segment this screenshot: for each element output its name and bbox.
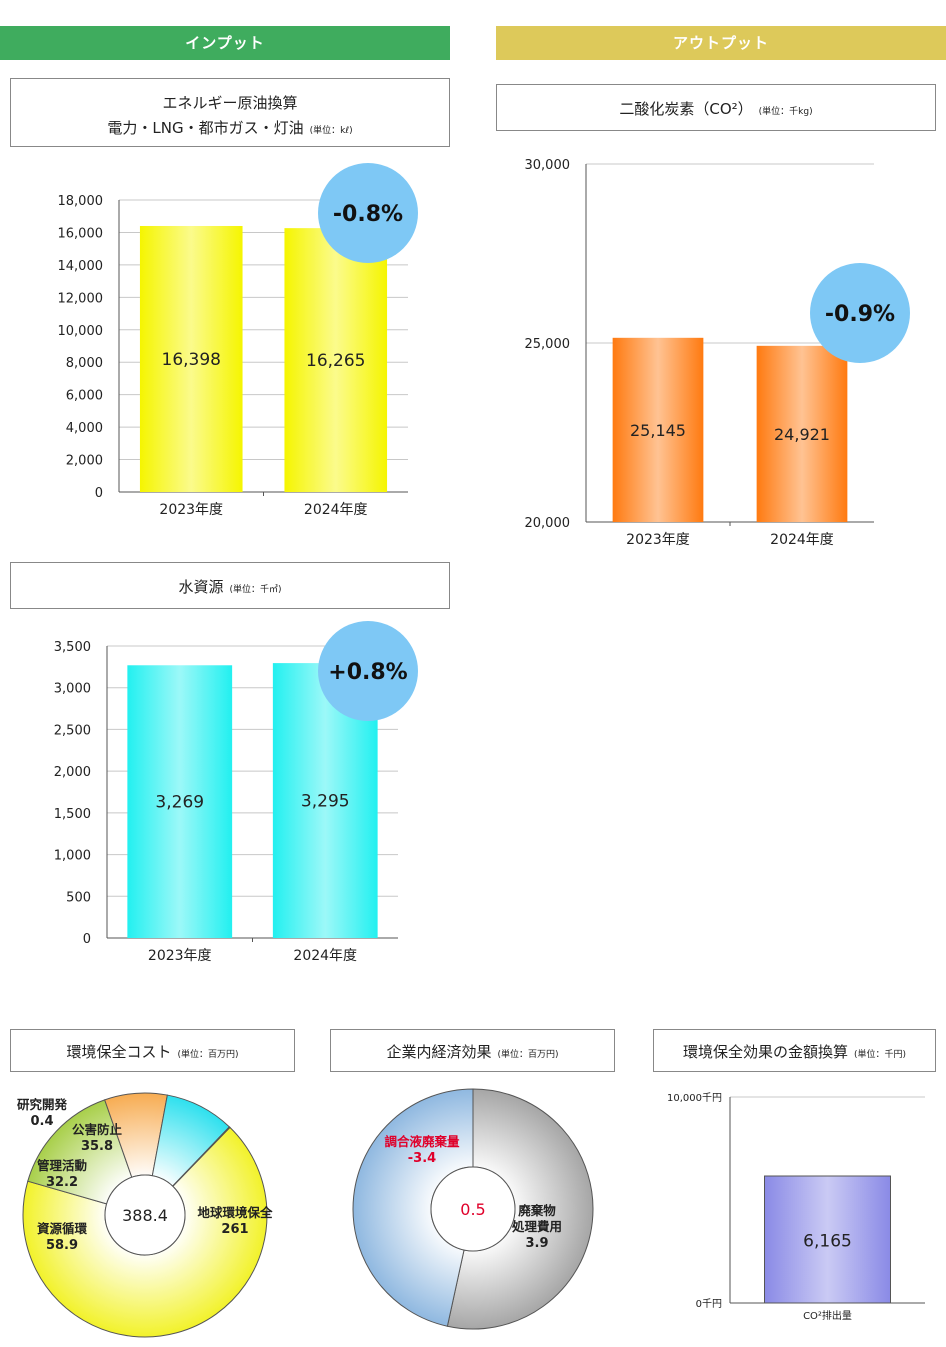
monetary-title: 環境保全効果の金額換算: [682, 1043, 848, 1061]
x-tick-label: 2024年度: [770, 532, 834, 548]
y-tick-label: 0: [83, 932, 91, 947]
bar-2023年度: [612, 337, 704, 522]
y-tick-label: 3,500: [54, 640, 91, 655]
y-tick-label: 3,000: [54, 682, 91, 697]
y-tick-label: 25,000: [525, 337, 571, 352]
co2-title: 二酸化炭素（CO²）: [619, 100, 753, 118]
y-tick-label: 18,000: [58, 194, 104, 209]
y-tick-label: 30,000: [525, 158, 571, 173]
slice-name-label: 研究開発: [17, 1097, 68, 1112]
energy-unit: (単位：kℓ): [309, 126, 353, 136]
slice-name-label: 資源循環: [37, 1221, 88, 1236]
y-tick-label: 10,000千円: [667, 1092, 722, 1104]
output-header: アウトプット: [496, 26, 946, 60]
env-cost-title-box: 環境保全コスト (単位：百万円): [10, 1029, 295, 1072]
slice-value-label: 58.9: [46, 1238, 78, 1253]
slice-value-label: 261: [221, 1222, 248, 1237]
x-tick-label: 2023年度: [148, 948, 212, 964]
bar-value-label: 3,269: [155, 793, 204, 813]
slice-value-label: 32.2: [46, 1175, 78, 1190]
bar-value-label: 25,145: [630, 421, 686, 440]
energy-title-box: エネルギー原油換算 電力・LNG・都市ガス・灯油 (単位：kℓ): [10, 78, 450, 147]
water-title-box: 水資源 (単位：千㎥): [10, 562, 450, 609]
x-tick-label: 2024年度: [293, 948, 357, 964]
y-tick-label: 500: [66, 890, 91, 905]
change-badge-text: +0.8%: [328, 660, 407, 685]
co2-unit: (単位：千kg): [758, 107, 813, 117]
env-cost-donut-chart: 388.4 地球環境保全 261 資源循環 58.9 管理活動 32.2 公害防止 35.8 研究…: [17, 1092, 273, 1338]
donut-center-label: 0.5: [460, 1200, 485, 1219]
y-tick-label: 12,000: [58, 291, 104, 306]
slice-name-label: 地球環境保全: [197, 1205, 273, 1220]
change-badge: [318, 621, 418, 721]
y-tick-label: 16,000: [58, 226, 104, 241]
y-tick-label: 10,000: [58, 324, 104, 339]
y-tick-label: 8,000: [66, 356, 103, 371]
slice-name-label: 処理費用: [511, 1219, 562, 1234]
slice-value-label: 3.9: [525, 1236, 548, 1251]
bar-value-label: 16,265: [306, 351, 365, 371]
slice-name-label: 管理活動: [37, 1158, 87, 1173]
change-badge-text: -0.9%: [825, 302, 895, 327]
bar-value-label: 24,921: [774, 425, 830, 444]
change-badge-text: -0.8%: [333, 202, 403, 227]
bar-2024年度: [284, 228, 388, 492]
y-tick-label: 6,000: [66, 389, 103, 404]
y-tick-label: 4,000: [66, 421, 103, 436]
energy-title-line2: 電力・LNG・都市ガス・灯油: [107, 119, 304, 137]
x-tick-label: 2023年度: [626, 532, 690, 548]
slice-value-label: 35.8: [81, 1139, 113, 1154]
energy-bar-chart: 0 2,000 4,000 6,000 8,000 10,000 12,000 14,000 1…: [58, 163, 418, 518]
water-title: 水資源: [178, 578, 224, 596]
env-cost-unit: (単位：百万円): [177, 1050, 239, 1060]
y-tick-label: 2,000: [66, 454, 103, 469]
slice-value-label: 0.4: [30, 1114, 53, 1129]
energy-title-line1: エネルギー原油換算: [162, 94, 298, 112]
x-tick-label: 2024年度: [304, 502, 368, 518]
monetary-title-box: 環境保全効果の金額換算 (単位：千円): [653, 1029, 936, 1072]
donut-hole: [104, 1174, 186, 1256]
econ-title-box: 企業内経済効果 (単位：百万円): [330, 1029, 615, 1072]
co2-title-box: 二酸化炭素（CO²） (単位：千kg): [496, 84, 936, 131]
water-bar-chart: 0 500 1,000 1,500 2,000 2,500 3,000 3,500 3,269 2…: [54, 621, 418, 964]
y-tick-label: 1,500: [54, 807, 91, 822]
water-unit: (単位：千㎥): [229, 585, 282, 595]
x-tick-label: 2023年度: [159, 502, 223, 518]
y-tick-label: 2,500: [54, 723, 91, 738]
bar-value-label: 3,295: [301, 792, 350, 812]
bar-value-label: 16,398: [162, 350, 221, 370]
change-badge: [810, 263, 910, 363]
monetary-bar-chart: 10,000千円 0千円 6,165 CO²排出量: [667, 1092, 925, 1322]
y-tick-label: 14,000: [58, 259, 104, 274]
slice-name-label: 公害防止: [72, 1122, 123, 1137]
bar-value-label: 6,165: [803, 1232, 852, 1252]
y-tick-label: 20,000: [525, 516, 571, 531]
input-header: インプット: [0, 26, 450, 60]
slice-name-label: 廃棄物: [518, 1203, 556, 1218]
y-tick-label: 0: [95, 486, 103, 501]
y-tick-label: 2,000: [54, 765, 91, 780]
slice-name-label: 調合液廃棄量: [384, 1134, 460, 1149]
change-badge: [318, 163, 418, 263]
slice-value-label: -3.4: [408, 1151, 436, 1166]
x-tick-label: CO²排出量: [803, 1309, 852, 1322]
bar-2023年度: [127, 665, 233, 938]
monetary-unit: (単位：千円): [853, 1050, 907, 1060]
donut-hole: [430, 1166, 516, 1252]
econ-title: 企業内経済効果: [386, 1043, 492, 1061]
bar-2023年度: [139, 225, 243, 492]
co2-bar-chart: 20,000 25,000 30,000 25,145 2023年度 24,921 2024…: [525, 158, 910, 548]
donut-center-label: 388.4: [122, 1206, 168, 1225]
bar-CO²排出量: [764, 1175, 891, 1304]
bar-2024年度: [756, 345, 848, 522]
y-tick-label: 0千円: [696, 1298, 722, 1310]
env-cost-title: 環境保全コスト: [66, 1043, 172, 1061]
y-tick-label: 1,000: [54, 849, 91, 864]
econ-unit: (単位：百万円): [497, 1050, 559, 1060]
